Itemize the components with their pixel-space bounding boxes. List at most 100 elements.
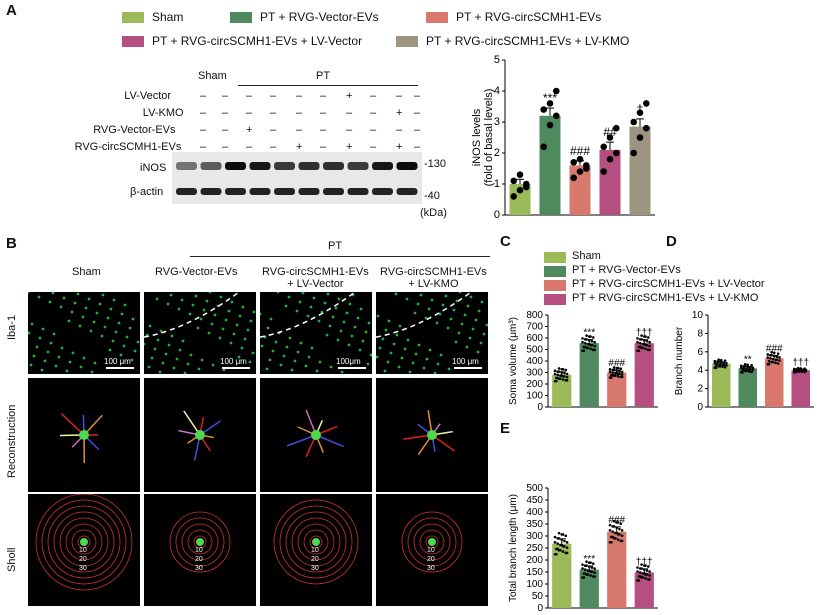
microglia-cell [82, 356, 86, 360]
y-tick-label: 4 [494, 85, 500, 97]
data-point [767, 363, 771, 366]
y-tick-label: 2 [697, 384, 703, 395]
sholl-ring [279, 505, 353, 579]
data-point [570, 159, 577, 166]
microglia-cell [331, 315, 335, 319]
microglia-cell [175, 357, 179, 361]
blot-mark: – [346, 107, 353, 119]
data-point [638, 345, 642, 349]
microglia-cell [100, 334, 104, 338]
legend-label: PT + RVG-Vector-EVs [260, 10, 379, 24]
blot-mark: – [246, 90, 253, 102]
microglia-cell [90, 370, 94, 374]
blot-mark: – [370, 107, 377, 119]
data-point [589, 561, 592, 564]
microglia-cell [240, 346, 244, 350]
y-tick-label: 500 [526, 345, 543, 356]
microglia-cell [79, 365, 83, 369]
data-point [638, 571, 642, 574]
microglia-cell [28, 292, 30, 294]
data-point [723, 366, 727, 369]
data-point [593, 571, 596, 574]
data-point [615, 369, 619, 372]
microglia-cell [417, 343, 421, 347]
significance-label: ### [570, 144, 590, 158]
microglia-cell [232, 332, 236, 336]
data-point [563, 375, 566, 378]
blot-mark: – [320, 124, 327, 136]
data-point [587, 342, 591, 346]
data-point [767, 359, 771, 363]
data-point [778, 356, 781, 359]
sholl-radius-label: 30 [311, 565, 319, 572]
blot-mark: – [270, 90, 277, 102]
data-point [739, 364, 743, 368]
data-point [743, 363, 747, 366]
blot-mark: – [246, 141, 253, 153]
data-point [553, 535, 557, 539]
data-point [556, 547, 560, 551]
chart-a: 0 1 2 3 4 5 iNOS levels(fold of basal levels) *… [471, 54, 655, 221]
sholl-ring [181, 523, 219, 561]
microglia-cell [469, 295, 473, 299]
significance-label: ### [608, 515, 625, 526]
microglia-cell [364, 330, 368, 334]
data-point [610, 540, 613, 544]
microglia-cell [207, 331, 211, 335]
blot-mark: + [396, 107, 403, 119]
data-point [557, 370, 561, 373]
data-point [585, 334, 588, 337]
data-point [540, 106, 547, 113]
data-point [546, 100, 554, 107]
y-tick-label: 0 [537, 603, 543, 613]
microglia-cell [238, 314, 242, 318]
blot-mark: – [200, 107, 207, 119]
microglia-cell [224, 318, 228, 322]
data-point [516, 186, 524, 194]
data-point [620, 370, 624, 374]
data-point [590, 570, 594, 573]
sholl-ring [77, 535, 91, 549]
data-point [556, 376, 560, 380]
micro-row-label: Iba-1 [6, 314, 18, 340]
data-point [561, 550, 565, 553]
microglia-cell [347, 343, 351, 347]
blot-row-label: RVG-Vector-EVs [93, 124, 176, 136]
microglia-cell [400, 356, 404, 360]
blot-mark: – [296, 90, 303, 102]
soma [80, 538, 88, 546]
data-point [645, 343, 649, 347]
sholl-image: 10 20 30 [260, 494, 372, 606]
microglia-cell [172, 366, 176, 370]
microglia-cell [122, 344, 126, 348]
band-inos [347, 162, 369, 170]
sholl-radius-label: 10 [427, 547, 435, 554]
significance-label: *** [583, 554, 595, 565]
data-point [591, 562, 595, 565]
microglia-cell [376, 355, 379, 359]
y-tick-label: 0 [494, 209, 500, 221]
data-point [749, 368, 752, 371]
data-point [582, 349, 586, 353]
microglia-cell [186, 362, 190, 366]
microglia-cell [150, 356, 154, 360]
microglia-cell [54, 364, 58, 368]
data-point [611, 371, 615, 374]
data-point [614, 374, 617, 377]
micro-col-label: RVG-circSCMH1-EVs + LV-KMO [380, 266, 487, 290]
sholl-ring [413, 523, 451, 561]
microglia-cell [158, 370, 162, 374]
significance-label: ### [608, 358, 625, 369]
data-point [644, 577, 647, 580]
blot-mark: – [270, 141, 277, 153]
microglia-cell [131, 317, 135, 321]
sholl-ring [285, 511, 347, 573]
blot-mark: – [414, 90, 421, 102]
data-point [636, 340, 639, 344]
legend-label: PT + RVG-circSCMH1-EVs + LV-KMO [426, 34, 630, 48]
data-point [778, 359, 781, 362]
blot-mw-130: -130 [424, 158, 447, 170]
blot-mark: – [222, 141, 229, 153]
microglia-cell [243, 337, 247, 341]
microglia-cell [28, 331, 31, 335]
